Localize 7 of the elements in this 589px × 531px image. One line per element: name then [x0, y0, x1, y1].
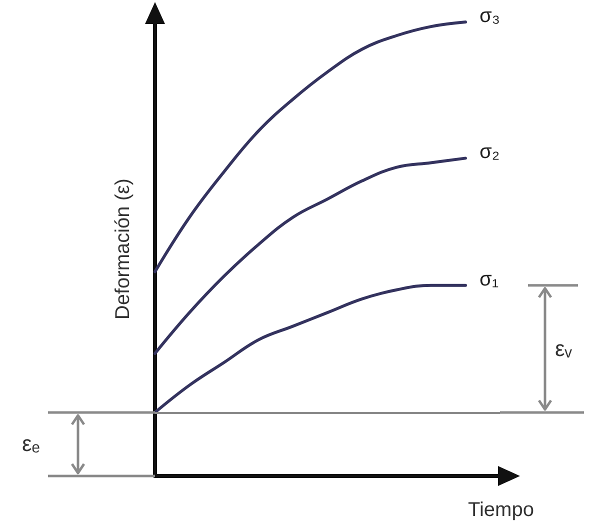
series-label: σ₂ [480, 141, 500, 164]
text: εᵥ [555, 336, 573, 361]
text: εₑ [22, 431, 40, 456]
series-label: σ₃ [480, 5, 500, 27]
y-axis-title: Deformación (ε) [112, 178, 134, 320]
series-label: σ₁ [480, 268, 499, 290]
x-axis-title: Tiempo [468, 499, 534, 521]
